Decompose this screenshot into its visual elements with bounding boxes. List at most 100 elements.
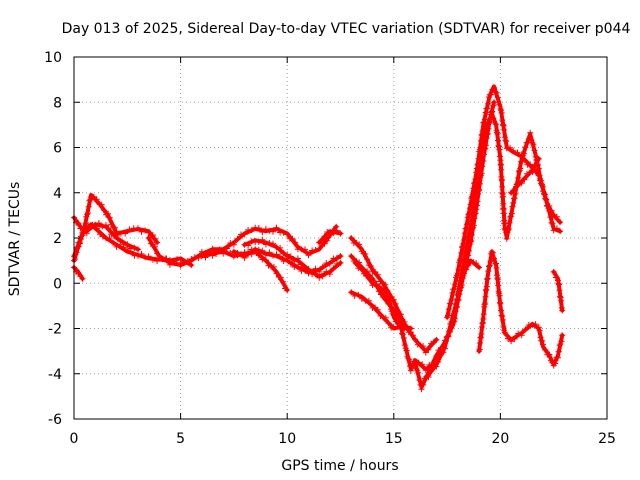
data-point (126, 226, 133, 233)
data-point (75, 220, 82, 227)
series-track-10 (348, 235, 440, 356)
data-point (206, 251, 212, 257)
data-point (455, 290, 462, 296)
data-point (556, 281, 562, 288)
data-point (326, 260, 333, 267)
data-point (488, 248, 495, 255)
data-point (488, 108, 495, 115)
data-point (348, 289, 355, 296)
data-point (163, 255, 170, 262)
data-point (270, 252, 276, 259)
data-point (145, 235, 152, 241)
data-point (491, 84, 497, 91)
data-point (493, 265, 500, 271)
y-tick-label: -4 (48, 367, 62, 383)
data-point (188, 262, 195, 269)
series-track-19 (550, 268, 566, 314)
data-point (469, 218, 475, 225)
data-point (117, 238, 124, 245)
data-point (475, 172, 482, 179)
data-point (358, 295, 365, 302)
data-point (490, 102, 497, 109)
data-point (505, 227, 512, 234)
data-point (445, 312, 451, 319)
data-point (559, 307, 566, 314)
data-point (530, 141, 537, 148)
data-point (149, 256, 156, 263)
data-point (550, 227, 557, 234)
data-point (93, 196, 100, 203)
data-point (532, 321, 539, 328)
data-point (491, 99, 498, 106)
data-point (348, 235, 355, 241)
data-point (333, 223, 340, 230)
data-point (494, 94, 501, 101)
data-point (466, 227, 473, 234)
data-point (471, 198, 478, 205)
data-point (446, 328, 453, 335)
data-point (403, 347, 410, 354)
data-point (490, 115, 497, 122)
data-point (316, 274, 323, 281)
data-point (501, 329, 508, 336)
data-point (409, 364, 416, 371)
data-point (389, 310, 396, 317)
data-point (448, 297, 455, 304)
data-point (527, 129, 534, 136)
data-point (484, 105, 491, 112)
data-point (477, 340, 483, 346)
data-point (80, 226, 87, 233)
data-point (529, 169, 536, 176)
data-point (270, 240, 276, 247)
data-point (77, 225, 84, 232)
data-point (459, 267, 465, 274)
data-point (262, 241, 269, 248)
data-point (540, 183, 546, 190)
data-point (388, 308, 395, 315)
data-point (502, 137, 509, 144)
data-point (337, 259, 344, 266)
data-point (510, 189, 517, 196)
data-point (216, 247, 223, 254)
data-point (473, 182, 480, 188)
y-tick-label: 10 (44, 50, 62, 66)
data-point (319, 263, 326, 270)
x-axis-label: GPS time / hours (281, 458, 398, 474)
data-point (353, 240, 360, 247)
data-point (287, 260, 294, 267)
data-point (255, 225, 262, 231)
data-point (505, 225, 512, 232)
data-point (364, 256, 371, 263)
data-point (412, 359, 419, 366)
data-point (498, 166, 505, 173)
data-point (98, 201, 105, 208)
data-point (518, 158, 524, 165)
data-point (367, 277, 374, 283)
data-point (500, 122, 507, 129)
data-point (73, 245, 80, 251)
data-point (321, 233, 328, 240)
data-point (486, 262, 493, 269)
data-point (527, 161, 534, 168)
series-track-5 (145, 223, 340, 269)
series-track-12 (352, 259, 408, 332)
data-point (412, 336, 419, 343)
data-point (154, 239, 161, 246)
data-point (508, 189, 515, 196)
data-point (358, 265, 365, 272)
data-point (537, 334, 544, 341)
data-point (501, 134, 508, 141)
y-tick-label: 2 (53, 231, 62, 247)
data-point (382, 288, 389, 295)
data-point (511, 336, 518, 342)
data-point (248, 246, 255, 253)
data-point (464, 243, 470, 250)
data-point (142, 227, 149, 234)
data-point (86, 224, 93, 231)
data-point (507, 144, 513, 151)
data-point (442, 345, 448, 352)
data-point (518, 332, 525, 339)
data-point (184, 259, 191, 266)
data-point (467, 221, 474, 228)
data-point (540, 341, 546, 348)
